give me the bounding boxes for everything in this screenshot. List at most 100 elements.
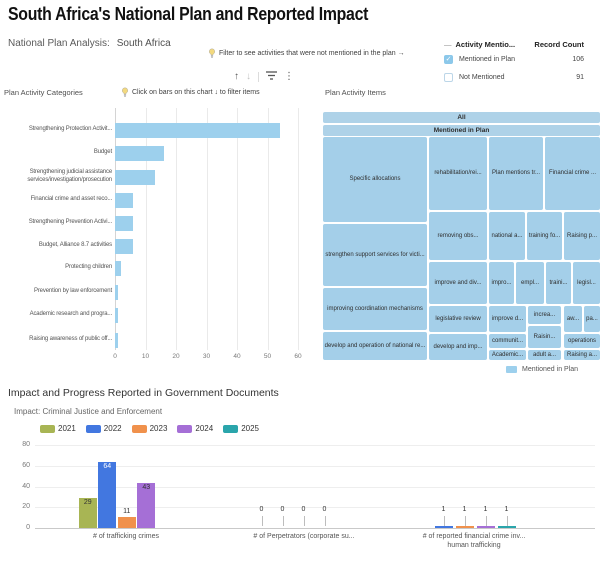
- treemap-node[interactable]: Raising a...: [564, 350, 600, 360]
- legend-label: Mentioned in Plan: [522, 366, 579, 373]
- category-bar[interactable]: [115, 285, 119, 300]
- legend-field-header: Activity Mentio...: [455, 40, 516, 49]
- impact-bar[interactable]: [98, 461, 117, 528]
- value-label: 1: [441, 506, 446, 513]
- grid-line: [206, 108, 208, 350]
- grid-line: [35, 507, 595, 509]
- impact-bar[interactable]: [137, 483, 156, 528]
- group-label: # of trafficking crimes: [92, 533, 159, 540]
- treemap-node[interactable]: Raising p...: [564, 212, 600, 260]
- impact-bar[interactable]: [117, 516, 136, 528]
- legend-row[interactable]: ✓ Mentioned in Plan 106: [444, 55, 584, 64]
- tick-stub: [443, 516, 445, 526]
- category-label: Financial crime and asset reco...: [30, 196, 113, 202]
- category-bar[interactable]: [115, 216, 134, 231]
- impact-subtitle: Impact: Criminal Justice and Enforcement: [14, 407, 163, 416]
- value-label: 64: [103, 462, 112, 470]
- treemap-legend: Mentioned in Plan: [506, 366, 578, 373]
- treemap-node[interactable]: removing obs...: [429, 212, 487, 260]
- plan-activity-categories-chart: 0 10 20 30 40 50 60 Strengthening Protection Ac…: [0, 100, 312, 362]
- treemap-node[interactable]: increa...: [528, 306, 561, 324]
- treemap-node[interactable]: operations: [564, 334, 600, 348]
- treemap-node[interactable]: develop and operation of national re...: [323, 332, 427, 360]
- treemap-node[interactable]: Academic...: [489, 350, 526, 360]
- treemap-node[interactable]: training fo...: [527, 212, 562, 260]
- legend-item-label: 2025: [241, 424, 259, 433]
- treemap-title: Plan Activity Items: [325, 88, 386, 97]
- dash-icon: —: [444, 40, 452, 49]
- impact-bar[interactable]: [476, 526, 495, 528]
- filter-icon[interactable]: [266, 71, 277, 83]
- impact-bar[interactable]: [434, 526, 453, 528]
- category-bar[interactable]: [115, 239, 134, 254]
- legend-swatch: [223, 424, 239, 433]
- checkbox-icon[interactable]: ✓: [444, 55, 453, 64]
- grid-line: [35, 445, 595, 446]
- category-bar[interactable]: [115, 123, 280, 138]
- treemap-level-header[interactable]: All: [323, 112, 600, 123]
- category-bar[interactable]: [115, 170, 155, 185]
- grid-line: [35, 528, 595, 529]
- legend-row[interactable]: Not Mentioned 91: [444, 73, 584, 82]
- category-bar[interactable]: [115, 308, 119, 323]
- checkbox-icon[interactable]: [444, 73, 453, 82]
- category-bar[interactable]: [115, 193, 134, 208]
- category-label: Strengthening Prevention Activi...: [28, 219, 112, 225]
- category-bar[interactable]: [115, 146, 164, 161]
- treemap-node[interactable]: aw...: [564, 306, 582, 332]
- treemap-node[interactable]: legisl...: [573, 262, 600, 304]
- x-axis-tick: 10: [141, 353, 150, 360]
- category-label: Prevention by law enforcement: [33, 288, 112, 294]
- toolbar-divider: [258, 72, 259, 82]
- plan-activity-items-treemap: All Mentioned in Plan Specific allocations…: [323, 112, 600, 360]
- more-options-icon[interactable]: ⋮: [284, 71, 294, 82]
- treemap-node[interactable]: Plan mentions tr...: [489, 137, 543, 210]
- treemap-node[interactable]: legislative review: [429, 306, 487, 332]
- legend-swatch: [131, 424, 147, 433]
- legend-panel-header: — Activity Mentio... Record Count: [444, 40, 584, 49]
- impact-bar[interactable]: [78, 497, 97, 528]
- grid-line: [237, 108, 238, 350]
- treemap-node[interactable]: Financial crime ...: [545, 137, 600, 210]
- treemap-node[interactable]: develop and imp...: [429, 334, 487, 360]
- legend-row-label: Mentioned in Plan: [459, 56, 516, 63]
- visual-toolbar: ↑ ↓ ⋮: [234, 71, 294, 83]
- treemap-node[interactable]: national a...: [489, 212, 525, 260]
- tick-stub: [324, 516, 326, 526]
- grid-line: [35, 465, 595, 467]
- legend-item[interactable]: 2022: [85, 424, 122, 433]
- sort-descending-icon[interactable]: ↓: [246, 71, 251, 82]
- y-axis-tick: 80: [22, 441, 30, 448]
- treemap-node[interactable]: improve and div...: [429, 262, 487, 304]
- treemap-node[interactable]: traini...: [546, 262, 571, 304]
- category-bar[interactable]: [115, 333, 119, 348]
- category-bar[interactable]: [115, 261, 122, 276]
- category-label: Raising awareness of public off...: [29, 336, 112, 342]
- legend-item[interactable]: 2025: [223, 424, 259, 433]
- legend-item[interactable]: 2023: [131, 424, 167, 433]
- treemap-node[interactable]: improve d...: [489, 306, 526, 332]
- treemap-level-header[interactable]: Mentioned in Plan: [323, 125, 600, 136]
- treemap-node[interactable]: strengthen support services for victi...: [323, 224, 427, 286]
- legend-item[interactable]: 2021: [40, 424, 76, 433]
- legend-item[interactable]: 2024: [177, 424, 213, 433]
- y-axis-tick: 60: [22, 461, 30, 469]
- treemap-node[interactable]: Raisin...: [528, 326, 561, 348]
- treemap-node[interactable]: Specific allocations: [323, 137, 427, 222]
- value-label: 0: [280, 506, 285, 513]
- treemap-node[interactable]: impro...: [489, 262, 514, 304]
- impact-bar[interactable]: [497, 526, 516, 528]
- impact-bar[interactable]: [455, 526, 474, 528]
- legend-row-label: Not Mentioned: [459, 74, 505, 81]
- value-label: 0: [322, 506, 327, 513]
- category-label: Strengthening judicial assistance servic…: [27, 169, 112, 183]
- y-axis-tick: 0: [26, 524, 30, 531]
- treemap-node[interactable]: communit...: [489, 334, 526, 348]
- treemap-node[interactable]: rehabilitation/rei...: [429, 137, 487, 210]
- treemap-node[interactable]: empl...: [516, 262, 544, 304]
- treemap-node[interactable]: adult a...: [528, 350, 561, 360]
- treemap-node[interactable]: improving coordination mechanisms: [323, 288, 427, 330]
- treemap-node[interactable]: pa...: [584, 306, 600, 332]
- sort-ascending-icon[interactable]: ↑: [234, 71, 239, 82]
